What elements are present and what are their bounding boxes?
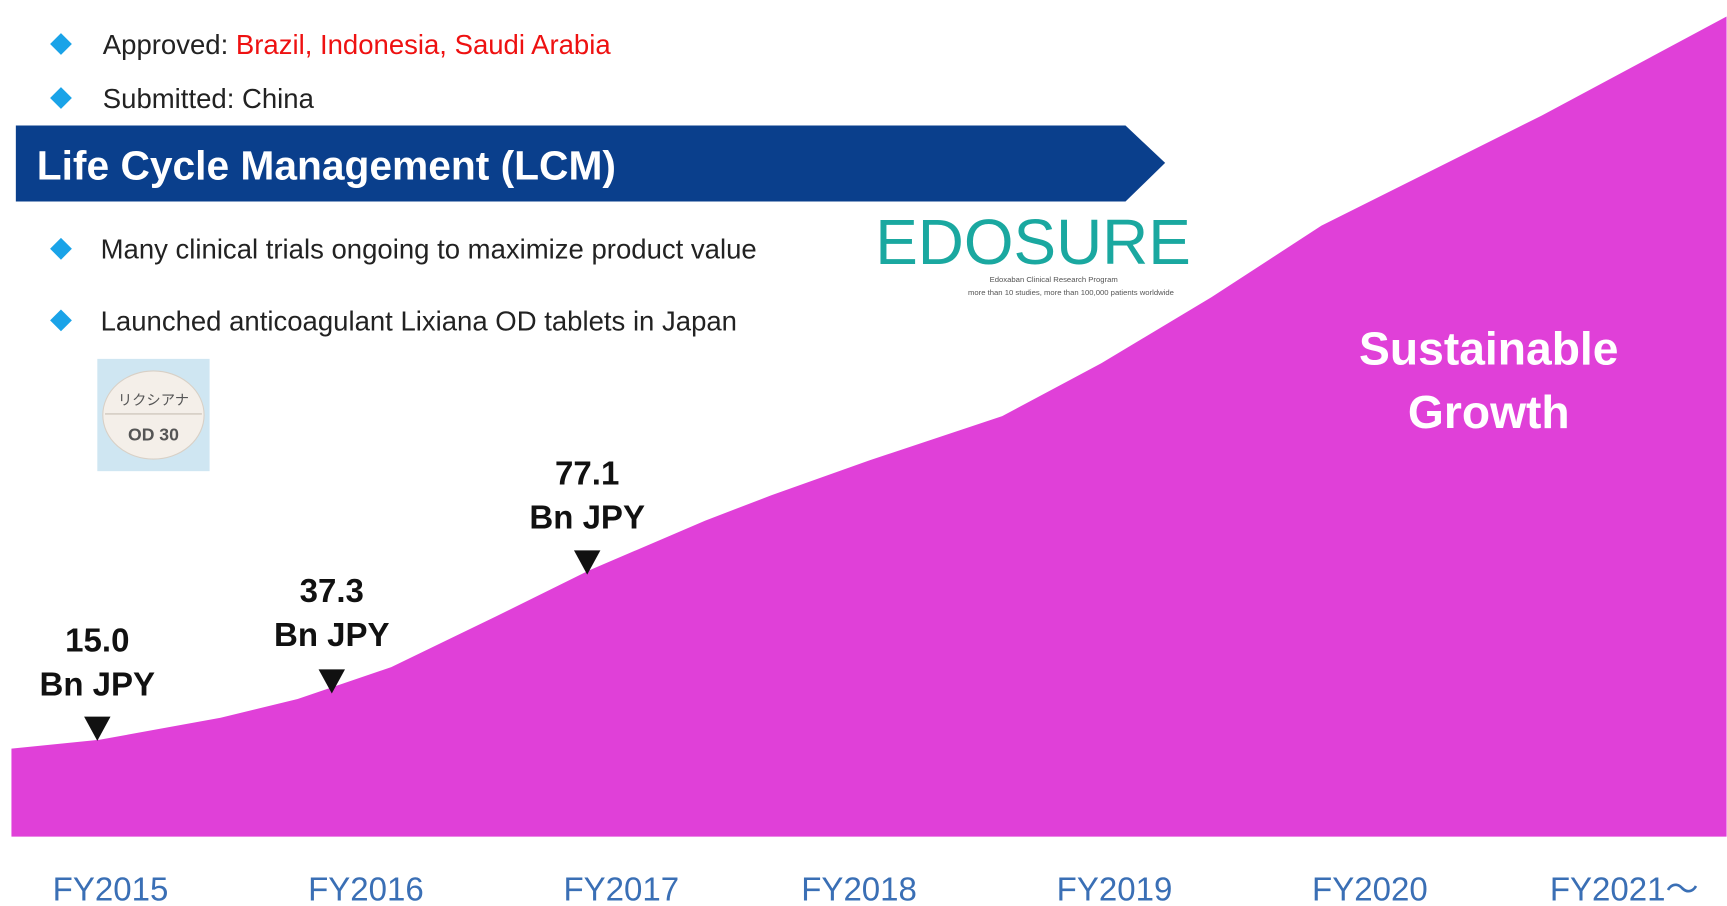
pill-dose: OD 30: [128, 424, 179, 444]
annotation-unit: Bn JPY: [40, 666, 156, 703]
pill-image: [97, 359, 209, 471]
status-label: Approved:: [103, 29, 236, 60]
status-detail: Brazil, Indonesia, Saudi Arabia: [236, 29, 611, 60]
page: Approved: Brazil, Indonesia, Saudi Arabi…: [0, 0, 1727, 906]
year-label: FY2018: [801, 870, 917, 906]
annotation-arrow: [84, 717, 110, 741]
annotation-unit: Bn JPY: [529, 498, 645, 535]
bullet-icon: [50, 309, 72, 331]
annotation-value: 15.0: [65, 622, 129, 659]
growth-label: Growth: [1408, 386, 1570, 438]
year-label: FY2015: [53, 870, 169, 906]
status-detail: China: [242, 83, 315, 114]
year-label: FY2019: [1057, 870, 1173, 906]
annotation-unit: Bn JPY: [274, 616, 390, 653]
slide: Approved: Brazil, Indonesia, Saudi Arabi…: [0, 0, 1727, 906]
banner-title: Life Cycle Management (LCM): [37, 142, 616, 188]
growth-label: Sustainable: [1359, 322, 1618, 374]
logo-name: EDOSURE: [875, 206, 1191, 278]
annotation-value: 37.3: [300, 572, 364, 609]
year-label: FY2020: [1312, 870, 1428, 906]
logo-subtitle: Edoxaban Clinical Research Program: [990, 275, 1118, 284]
lcm-bullet: Many clinical trials ongoing to maximize…: [101, 234, 757, 265]
status-bullet: Approved: Brazil, Indonesia, Saudi Arabi…: [103, 29, 612, 60]
logo-note: more than 10 studies, more than 100,000 …: [968, 288, 1174, 297]
bullet-icon: [50, 87, 72, 109]
bullet-icon: [50, 33, 72, 55]
status-label: Submitted:: [103, 83, 242, 114]
year-label: FY2016: [308, 870, 424, 906]
annotation-value: 77.1: [555, 454, 619, 491]
year-label: FY2017: [563, 870, 679, 906]
pill-brand: リクシアナ: [118, 392, 189, 409]
lcm-bullet: Launched anticoagulant Lixiana OD tablet…: [101, 305, 737, 336]
bullet-icon: [50, 238, 72, 260]
status-bullet: Submitted: China: [103, 83, 315, 114]
year-label: FY2021～: [1550, 870, 1699, 906]
